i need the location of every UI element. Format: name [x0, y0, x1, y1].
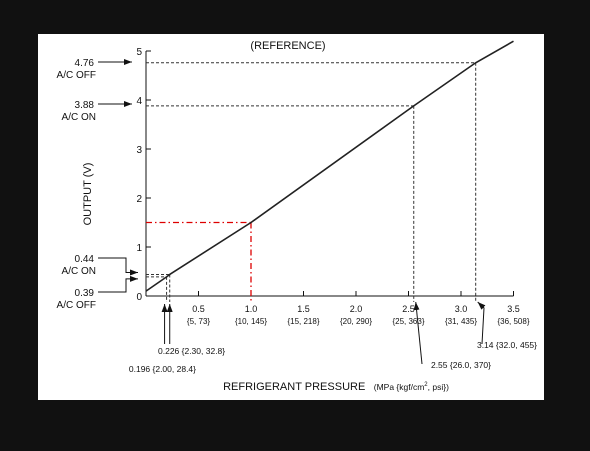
- axes: 0 1 2 3 4 5 0.5 {5, 73} 1.0 {10, 145} 1.5 {15, 218}…: [136, 47, 529, 326]
- x-tick-label: 2.0: [350, 304, 363, 314]
- x-axis-label: REFRIGERANT PRESSURE (MPa {kgf/cm2, psi}…: [223, 377, 449, 394]
- x-tick-label: 1.0: [245, 304, 258, 314]
- x-tick-sublabel: {20, 290}: [340, 317, 372, 326]
- chart-title: (REFERENCE): [250, 40, 325, 52]
- y-callout-arrow: [98, 257, 138, 276]
- y-callout-value: 0.44: [75, 254, 95, 265]
- y-callout-state: A/C ON: [62, 112, 96, 123]
- x-tick-sublabel: {31, 435}: [445, 317, 477, 326]
- svg-text:REFRIGERANT PRESSURE (: REFRIGERANT PRESSURE (MPa {kgf/cm2, psi}…: [223, 377, 449, 394]
- y-callout-state: A/C ON: [62, 266, 96, 277]
- x-axis-label-units-sup: 2: [424, 382, 428, 388]
- y-tick-label: 0: [136, 292, 142, 303]
- x-tick-sublabel: {15, 218}: [287, 317, 319, 326]
- guide-lines: [146, 62, 477, 302]
- x-callout-label: 2.55 {26.0, 370}: [431, 360, 491, 370]
- x-tick-sublabel: {36, 508}: [497, 317, 529, 326]
- x-tick-label: 3.5: [507, 304, 520, 314]
- x-tick-label: 1.5: [297, 304, 310, 314]
- series-layer: [145, 40, 514, 292]
- y-tick-label: 2: [136, 194, 142, 205]
- y-callout-value: 4.76: [75, 58, 95, 69]
- x-callout-arrow: [413, 301, 423, 365]
- x-callout-arrow: [477, 301, 486, 345]
- chart-svg: (REFERENCE) OUTPUT (V) REFRIGERANT PRESS…: [57, 40, 538, 394]
- x-tick-label: 0.5: [192, 304, 205, 314]
- y-axis-label: OUTPUT (V): [82, 163, 94, 226]
- x-callout-label: 3.14 {32.0, 455}: [477, 340, 537, 350]
- x-tick-sublabel: {25, 363}: [392, 317, 424, 326]
- y-tick-label: 5: [136, 47, 142, 58]
- y-callout-arrow: [98, 275, 138, 293]
- y-callout-value: 3.88: [75, 100, 95, 111]
- x-callout-label: 0.226 {2.30, 32.8}: [158, 346, 225, 356]
- x-axis-label-title: REFRIGERANT PRESSURE: [223, 381, 365, 393]
- x-tick-sublabel: {5, 73}: [187, 317, 210, 326]
- x-callout-label: 0.196 {2.00, 28.4}: [129, 364, 196, 374]
- x-tick-label: 3.0: [455, 304, 468, 314]
- y-callout-value: 0.39: [75, 288, 95, 299]
- y-callout-state: A/C OFF: [57, 70, 96, 81]
- x-axis-label-units-end: , psi}): [428, 382, 449, 392]
- y-tick-label: 1: [136, 243, 142, 254]
- y-tick-label: 3: [136, 145, 142, 156]
- x-tick-label: 2.5: [402, 304, 415, 314]
- series-line: [145, 40, 514, 292]
- x-tick-sublabel: {10, 145}: [235, 317, 267, 326]
- x-axis-label-units: (MPa {kgf/cm: [374, 382, 425, 392]
- y-tick-label: 4: [136, 96, 142, 107]
- chart-figure: (REFERENCE) OUTPUT (V) REFRIGERANT PRESS…: [38, 34, 544, 400]
- y-callout-state: A/C OFF: [57, 300, 96, 311]
